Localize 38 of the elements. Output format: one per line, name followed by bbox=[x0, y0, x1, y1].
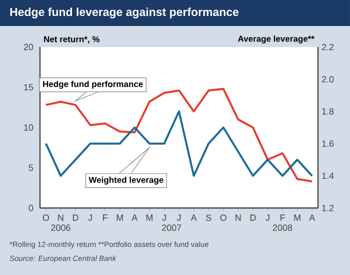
x-tick-label: F bbox=[103, 214, 108, 221]
y-axis-title: Net return*, % bbox=[44, 36, 100, 44]
x-tick-label: S bbox=[206, 214, 212, 221]
x-tick-label: J bbox=[266, 214, 270, 221]
x-tick-label: A bbox=[309, 214, 316, 221]
x-tick-label: M bbox=[294, 214, 300, 221]
x-tick-label: N bbox=[236, 214, 241, 221]
y2-tick-label: 1.8 bbox=[322, 108, 334, 115]
text: 2008 bbox=[272, 224, 292, 231]
x-tick-label: A bbox=[190, 214, 197, 221]
y2-axis-title: Average leverage** bbox=[238, 35, 314, 44]
y2-tick-label: 1.2 bbox=[322, 204, 334, 212]
series-label: Hedge fund performance bbox=[43, 80, 143, 89]
y-tick-label: 0 bbox=[28, 204, 34, 212]
x-tick-label: N bbox=[58, 214, 64, 221]
x-tick-label: M bbox=[116, 214, 123, 221]
x-tick-label: D bbox=[250, 214, 256, 221]
y2-tick-label: 2.0 bbox=[322, 76, 334, 82]
text: Weighted leverage bbox=[88, 176, 164, 185]
y-tick-label: 10 bbox=[24, 124, 34, 131]
x-tick-label: F bbox=[280, 214, 285, 221]
x-tick-label: J bbox=[88, 214, 92, 221]
x-tick-label: J bbox=[176, 214, 181, 221]
x-tick-label: D bbox=[72, 214, 78, 221]
chart-title: Hedge fund leverage against performance bbox=[10, 8, 239, 18]
y2-tick-label: 1.4 bbox=[322, 172, 334, 179]
x-tick-label: O bbox=[220, 214, 226, 221]
x-tick-label: O bbox=[42, 214, 49, 221]
x-tick-label: J bbox=[162, 214, 166, 221]
y2-tick-label: 2.2 bbox=[322, 44, 334, 50]
y-tick-label: 5 bbox=[28, 164, 34, 171]
y-tick-label: 15 bbox=[24, 84, 34, 90]
text: 2007 bbox=[162, 224, 182, 231]
x-tick-label: A bbox=[132, 214, 138, 221]
y-tick-label: 20 bbox=[24, 44, 34, 50]
text: 2006 bbox=[51, 224, 70, 231]
y2-tick-label: 1.6 bbox=[322, 140, 334, 147]
x-tick-label: M bbox=[146, 214, 152, 221]
